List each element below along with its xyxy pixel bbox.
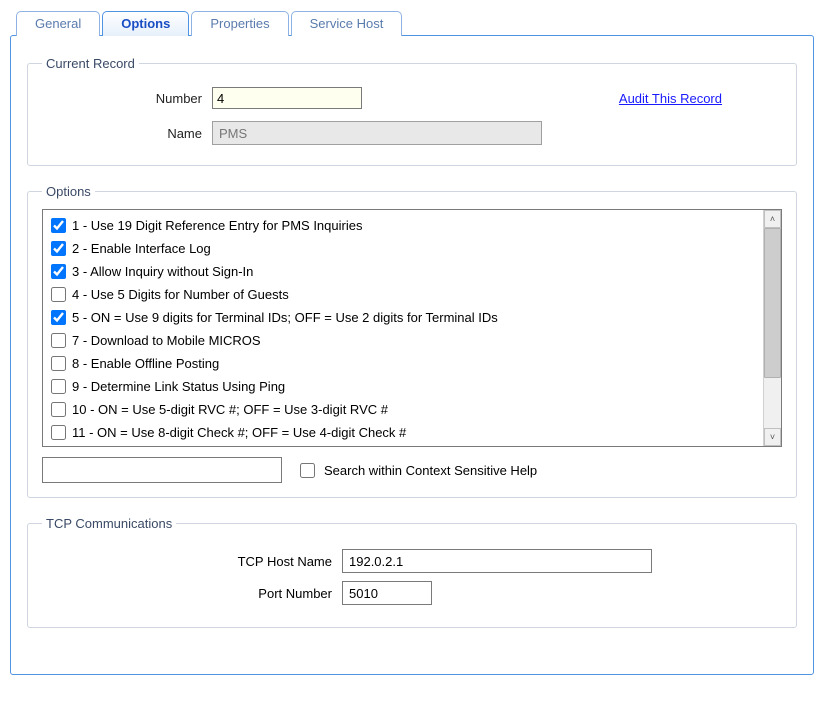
option-checkbox[interactable]	[51, 241, 66, 256]
tcp-port-input[interactable]	[342, 581, 432, 605]
scroll-track[interactable]	[764, 228, 781, 428]
option-checkbox[interactable]	[51, 425, 66, 440]
tcp-host-label: TCP Host Name	[42, 554, 342, 569]
name-label: Name	[42, 126, 212, 141]
option-label: 11 - ON = Use 8-digit Check #; OFF = Use…	[72, 423, 406, 442]
option-label: 2 - Enable Interface Log	[72, 239, 211, 258]
option-label: 4 - Use 5 Digits for Number of Guests	[72, 285, 289, 304]
options-list: 1 - Use 19 Digit Reference Entry for PMS…	[43, 210, 763, 446]
option-item[interactable]: 7 - Download to Mobile MICROS	[49, 329, 757, 352]
option-item[interactable]: 3 - Allow Inquiry without Sign-In	[49, 260, 757, 283]
tcp-communications-group: TCP Communications TCP Host Name Port Nu…	[27, 516, 797, 628]
option-item[interactable]: 11 - ON = Use 8-digit Check #; OFF = Use…	[49, 421, 757, 444]
search-context-help-checkbox[interactable]	[300, 463, 315, 478]
chevron-down-icon: ˅	[770, 432, 775, 442]
options-scrollbar[interactable]: ˄ ˅	[763, 210, 781, 446]
option-label: 7 - Download to Mobile MICROS	[72, 331, 261, 350]
tab-properties[interactable]: Properties	[191, 11, 288, 36]
tab-service-host[interactable]: Service Host	[291, 11, 403, 36]
name-input	[212, 121, 542, 145]
option-item[interactable]: 8 - Enable Offline Posting	[49, 352, 757, 375]
option-label: 9 - Determine Link Status Using Ping	[72, 377, 285, 396]
option-item[interactable]: 4 - Use 5 Digits for Number of Guests	[49, 283, 757, 306]
current-record-legend: Current Record	[42, 56, 139, 71]
option-item[interactable]: 1 - Use 19 Digit Reference Entry for PMS…	[49, 214, 757, 237]
option-label: 1 - Use 19 Digit Reference Entry for PMS…	[72, 216, 362, 235]
option-checkbox[interactable]	[51, 356, 66, 371]
option-checkbox[interactable]	[51, 379, 66, 394]
tab-options[interactable]: Options	[102, 11, 189, 36]
number-input[interactable]	[212, 87, 362, 109]
option-item[interactable]: 2 - Enable Interface Log	[49, 237, 757, 260]
option-checkbox[interactable]	[51, 402, 66, 417]
option-label: 8 - Enable Offline Posting	[72, 354, 219, 373]
option-checkbox[interactable]	[51, 310, 66, 325]
tab-bar: General Options Properties Service Host	[16, 10, 814, 35]
option-checkbox[interactable]	[51, 333, 66, 348]
tcp-port-label: Port Number	[42, 586, 342, 601]
option-item[interactable]: 10 - ON = Use 5-digit RVC #; OFF = Use 3…	[49, 398, 757, 421]
option-label: 5 - ON = Use 9 digits for Terminal IDs; …	[72, 308, 498, 327]
search-context-help-label: Search within Context Sensitive Help	[324, 463, 537, 478]
option-checkbox[interactable]	[51, 287, 66, 302]
options-group: Options 1 - Use 19 Digit Reference Entry…	[27, 184, 797, 498]
scroll-thumb[interactable]	[764, 228, 781, 378]
tab-panel-options: Current Record Number Audit This Record …	[10, 35, 814, 675]
audit-this-record-link[interactable]: Audit This Record	[619, 91, 722, 106]
option-checkbox[interactable]	[51, 218, 66, 233]
number-label: Number	[42, 91, 212, 106]
option-item[interactable]: 9 - Determine Link Status Using Ping	[49, 375, 757, 398]
tcp-host-input[interactable]	[342, 549, 652, 573]
options-legend: Options	[42, 184, 95, 199]
chevron-up-icon: ˄	[770, 214, 775, 224]
current-record-group: Current Record Number Audit This Record …	[27, 56, 797, 166]
option-label: 3 - Allow Inquiry without Sign-In	[72, 262, 253, 281]
search-context-help-wrap[interactable]: Search within Context Sensitive Help	[296, 460, 537, 481]
scroll-up-button[interactable]: ˄	[764, 210, 781, 228]
option-label: 10 - ON = Use 5-digit RVC #; OFF = Use 3…	[72, 400, 388, 419]
scroll-down-button[interactable]: ˅	[764, 428, 781, 446]
options-listbox: 1 - Use 19 Digit Reference Entry for PMS…	[42, 209, 782, 447]
tab-general[interactable]: General	[16, 11, 100, 36]
option-item[interactable]: 5 - ON = Use 9 digits for Terminal IDs; …	[49, 306, 757, 329]
tcp-legend: TCP Communications	[42, 516, 176, 531]
option-checkbox[interactable]	[51, 264, 66, 279]
options-search-input[interactable]	[42, 457, 282, 483]
